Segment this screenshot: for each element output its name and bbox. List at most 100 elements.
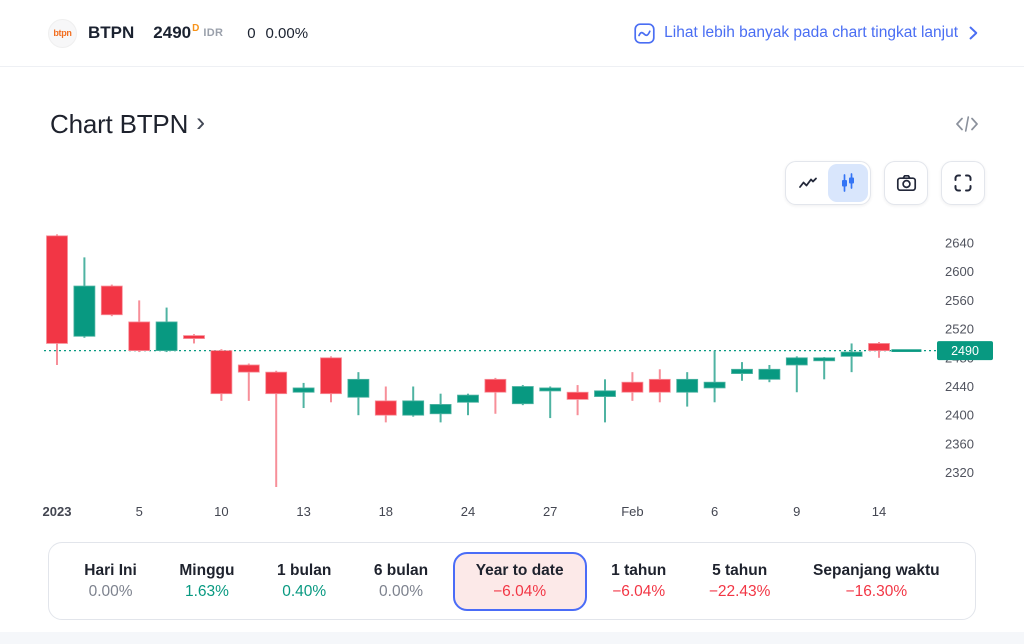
price-change: 0 [247, 24, 256, 42]
period-change-value: −22.43% [708, 582, 771, 600]
candle[interactable] [100, 284, 123, 317]
candle[interactable] [511, 385, 534, 406]
candle[interactable] [73, 257, 96, 338]
period-label: 1 tahun [611, 561, 667, 579]
x-axis-label: 5 [136, 504, 143, 519]
candle[interactable] [155, 307, 178, 353]
candle[interactable] [457, 393, 479, 416]
period-change-value: 0.00% [88, 582, 133, 600]
currency-label: IDR [203, 27, 224, 39]
screenshot-button[interactable] [884, 161, 928, 205]
period-change-value: −16.30% [845, 582, 908, 600]
candle[interactable] [402, 386, 425, 417]
candle[interactable] [594, 379, 616, 423]
candle[interactable] [265, 370, 288, 487]
y-axis-label: 2600 [945, 264, 974, 279]
title-row: Chart BTPN › [0, 67, 1024, 143]
candle[interactable] [648, 369, 671, 403]
period-button-minggu[interactable]: Minggu 1.63% [161, 553, 252, 610]
symbol-name: BTPN [88, 23, 135, 42]
btpn-logo-text: btpn [53, 28, 72, 38]
current-price-badge-label: 2490 [951, 344, 979, 358]
candle[interactable] [539, 386, 562, 419]
x-axis-label: 9 [793, 504, 800, 519]
period-label: Year to date [475, 561, 564, 579]
symbol-price: 2490D [153, 23, 200, 42]
period-change-value: 0.00% [379, 582, 423, 600]
candle[interactable] [128, 300, 151, 353]
period-selector: Hari Ini 0.00% Minggu 1.63% 1 bulan 0.40% 6 bu… [48, 542, 976, 620]
candle[interactable] [891, 349, 922, 352]
candle[interactable] [46, 234, 68, 365]
y-axis-label: 2520 [945, 322, 974, 337]
candle[interactable] [785, 356, 808, 393]
x-axis-label: Feb [621, 504, 643, 519]
candle[interactable] [292, 382, 315, 409]
period-change-value: 1.63% [184, 582, 229, 600]
period-button-1-tahun[interactable]: 1 tahun −6.04% [593, 553, 684, 610]
x-axis-label: 14 [872, 504, 886, 519]
candle[interactable] [183, 334, 205, 344]
period-change-value: −6.04% [612, 582, 666, 600]
current-price-badge [937, 341, 993, 361]
period-change-value: −6.04% [493, 582, 547, 600]
period-button-6-bulan[interactable]: 6 bulan 0.00% [356, 553, 446, 610]
candle[interactable] [347, 372, 370, 416]
x-axis-label: 27 [543, 504, 557, 519]
period-label: Minggu [179, 561, 235, 579]
camera-icon [895, 172, 918, 194]
candle[interactable] [731, 362, 753, 381]
y-axis-label: 2440 [945, 379, 974, 394]
y-axis-label: 2640 [945, 236, 974, 251]
advanced-chart-link-label: Lihat lebih banyak pada chart tingkat la… [664, 24, 958, 41]
candle[interactable] [703, 350, 726, 403]
candle[interactable] [758, 364, 781, 383]
code-icon[interactable] [954, 114, 980, 134]
delayed-data-flag: D [192, 23, 200, 34]
line-chart-button[interactable] [788, 164, 828, 202]
candlestick-price-chart[interactable]: 2640260025602520248024402400236023202490… [34, 222, 1024, 534]
advanced-chart-link[interactable]: Lihat lebih banyak pada chart tingkat la… [634, 22, 978, 44]
page-title-text: Chart BTPN [50, 108, 189, 139]
candle[interactable] [484, 377, 507, 414]
x-axis-label: 2023 [43, 504, 72, 519]
section-divider [0, 632, 1024, 644]
candle[interactable] [566, 385, 589, 416]
candle[interactable] [320, 356, 342, 403]
candle[interactable] [374, 386, 397, 423]
candle[interactable] [237, 363, 260, 401]
fullscreen-button[interactable] [941, 161, 985, 205]
x-axis-label: 10 [214, 504, 228, 519]
candlestick-chart-button[interactable] [828, 164, 868, 202]
x-axis-label: 6 [711, 504, 718, 519]
candlestick-icon [838, 172, 858, 194]
period-label: 6 bulan [373, 561, 429, 579]
page-title[interactable]: Chart BTPN › [50, 106, 205, 140]
candle[interactable] [210, 349, 233, 401]
x-axis-label: 13 [296, 504, 310, 519]
candle[interactable] [868, 342, 890, 358]
candle[interactable] [813, 357, 836, 380]
y-axis-label: 2560 [945, 293, 974, 308]
x-axis-label: 18 [379, 504, 393, 519]
chart-wave-icon [634, 22, 655, 44]
period-button-1-bulan[interactable]: 1 bulan 0.40% [259, 553, 349, 610]
y-axis-label: 2400 [945, 408, 974, 423]
chart-toolbar [0, 161, 1024, 205]
period-label: Sepanjang waktu [813, 561, 940, 579]
candle[interactable] [676, 372, 699, 407]
title-chevron-icon: › [196, 106, 205, 137]
chart-type-toggle [785, 161, 871, 205]
period-button-year-to-date[interactable]: Year to date −6.04% [452, 551, 587, 611]
btpn-logo: btpn [48, 18, 77, 48]
price-change-percent: 0.00% [265, 24, 309, 42]
candle[interactable] [429, 393, 452, 423]
x-axis-label: 24 [461, 504, 475, 519]
y-axis-label: 2320 [945, 465, 974, 480]
period-button-hari-ini[interactable]: Hari Ini 0.00% [66, 553, 155, 610]
candle[interactable] [840, 343, 863, 373]
candle[interactable] [621, 372, 644, 401]
period-button-sepanjang-waktu[interactable]: Sepanjang waktu −16.30% [795, 553, 958, 610]
period-label: 1 bulan [277, 561, 332, 579]
period-button-5-tahun[interactable]: 5 tahun −22.43% [691, 553, 789, 610]
